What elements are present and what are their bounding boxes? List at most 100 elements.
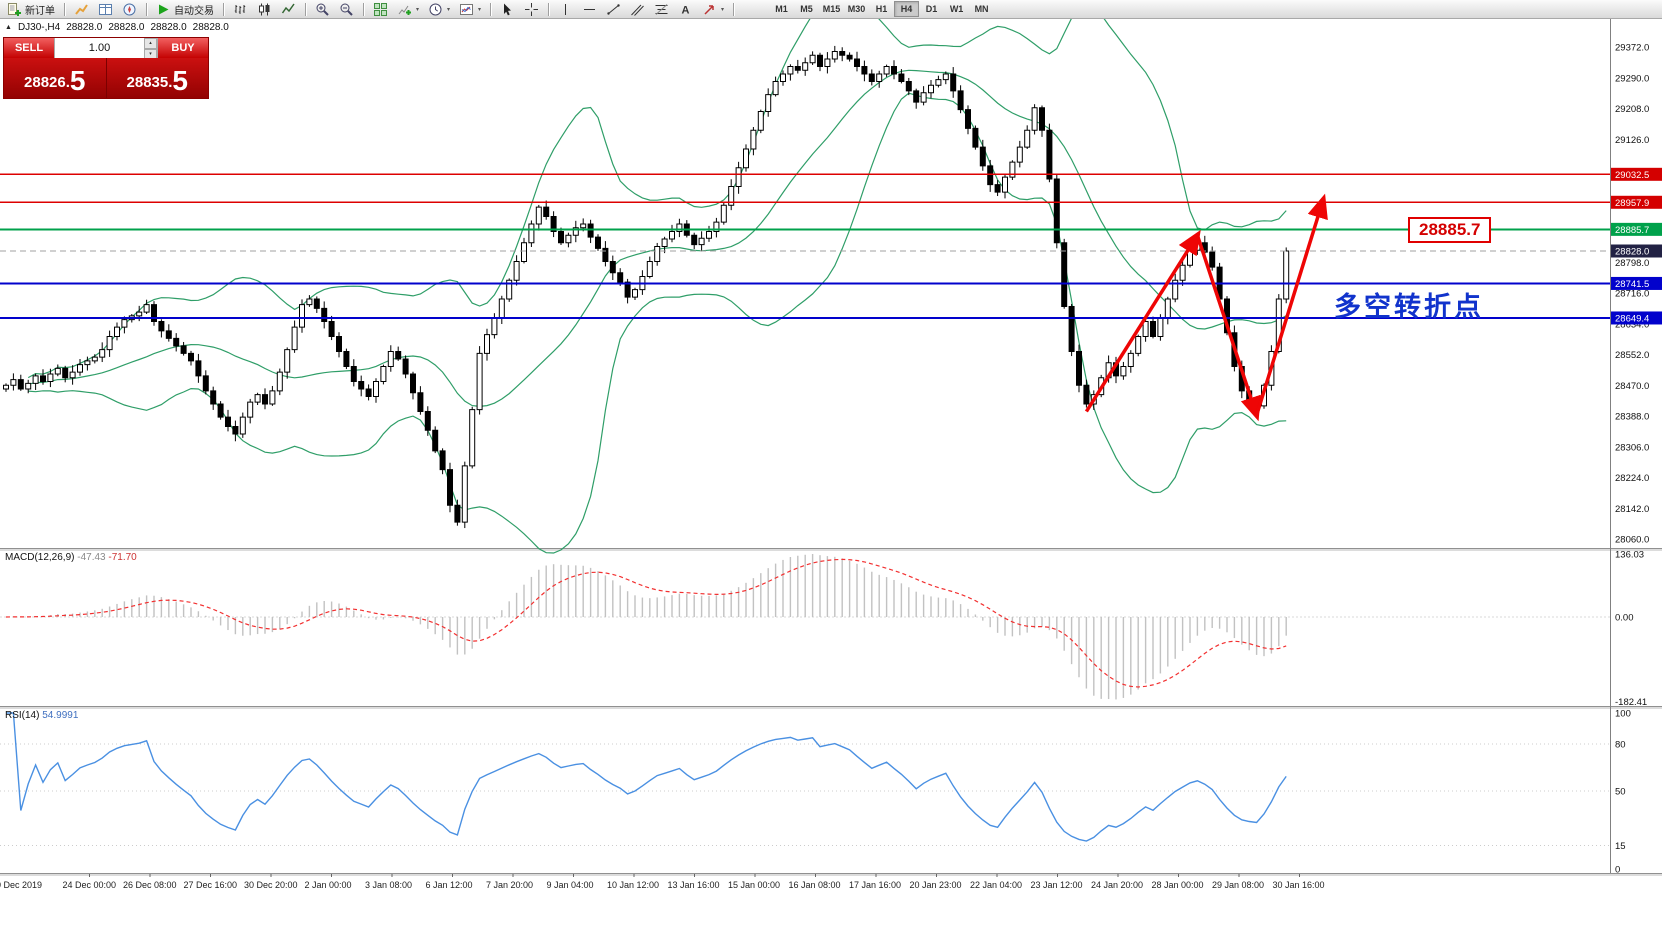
svg-text:0.00: 0.00 (1615, 613, 1634, 624)
svg-text:2 Jan 00:00: 2 Jan 00:00 (305, 880, 352, 890)
indicators-button[interactable]: ▾ (393, 1, 423, 18)
zoom-out-button[interactable] (335, 1, 358, 18)
market-watch-icon (74, 2, 89, 17)
svg-text:15 Jan 00:00: 15 Jan 00:00 (728, 880, 780, 890)
rsi-name: RSI(14) (5, 710, 40, 721)
timeframe-m1[interactable]: M1 (769, 1, 794, 17)
volume-value: 1.00 (88, 42, 111, 54)
svg-text:50: 50 (1615, 787, 1626, 798)
arrows-button[interactable]: ▾ (698, 1, 728, 18)
trendline-icon (606, 2, 621, 17)
timeframe-m15[interactable]: M15 (819, 1, 844, 17)
market-watch-button[interactable] (70, 1, 93, 18)
svg-text:28798.0: 28798.0 (1615, 258, 1649, 269)
cursor-button[interactable] (496, 1, 519, 18)
symbol-title: DJ30-,H4 (17, 22, 61, 33)
timeframe-m5[interactable]: M5 (794, 1, 819, 17)
svg-text:28634.0: 28634.0 (1615, 319, 1649, 330)
zoom-in-icon (315, 2, 330, 17)
svg-text:0: 0 (1615, 865, 1620, 876)
svg-text:28 Jan 00:00: 28 Jan 00:00 (1152, 880, 1204, 890)
buy-price-main: 28835. (126, 74, 173, 91)
channel-button[interactable] (626, 1, 649, 18)
new-order-button[interactable]: 新订单 (3, 1, 59, 18)
svg-text:15: 15 (1615, 841, 1626, 852)
svg-text:-182.41: -182.41 (1615, 697, 1647, 708)
arrows-icon (702, 2, 717, 17)
zoom-in-button[interactable] (311, 1, 334, 18)
svg-text:7 Jan 20:00: 7 Jan 20:00 (486, 880, 533, 890)
toolbar-separator (223, 2, 224, 16)
svg-text:80: 80 (1615, 740, 1626, 751)
buy-button[interactable]: BUY (158, 38, 208, 58)
chart-canvas[interactable]: 29372.0 29290.0 29208.0 29126.0 28798.0 28716… (0, 19, 1662, 945)
buy-price-big: 5 (172, 65, 188, 96)
tile-windows-button[interactable] (369, 1, 392, 18)
vertical-line-icon (558, 2, 573, 17)
timeframe-mn[interactable]: MN (969, 1, 994, 17)
svg-text:28885.7: 28885.7 (1615, 225, 1649, 236)
candlestick-chart-icon (257, 2, 272, 17)
svg-text:28470.0: 28470.0 (1615, 381, 1649, 392)
svg-text:26 Dec 08:00: 26 Dec 08:00 (123, 880, 177, 890)
svg-text:28552.0: 28552.0 (1615, 350, 1649, 361)
dropdown-arrow-icon: ▾ (447, 6, 451, 13)
main-toolbar: 新订单 自动交易 ▾ ▾ ▾ A ▾ M1 M5 M15 M30 H1 H4 D… (0, 0, 1662, 19)
svg-text:28957.9: 28957.9 (1615, 198, 1649, 209)
timeframe-h4[interactable]: H4 (894, 1, 920, 17)
rsi-indicator-label: RSI(14) 54.9991 (5, 710, 78, 721)
toolbar-separator (733, 2, 735, 16)
svg-text:13 Jan 16:00: 13 Jan 16:00 (668, 880, 720, 890)
navigator-button[interactable] (118, 1, 141, 18)
symbol-low: 28828.0 (150, 22, 187, 33)
horizontal-line-icon (582, 2, 597, 17)
svg-text:9 Jan 04:00: 9 Jan 04:00 (547, 880, 594, 890)
timeframe-w1[interactable]: W1 (944, 1, 969, 17)
volume-spinner: ▴ ▾ (144, 38, 157, 60)
text-button[interactable]: A (674, 1, 697, 18)
macd-signal-value: -71.70 (108, 552, 137, 563)
horizontal-line-button[interactable] (578, 1, 601, 18)
sell-price-main: 28826. (24, 74, 70, 91)
text-icon: A (678, 2, 693, 17)
macd-main-value: -47.43 (77, 552, 106, 563)
bar-chart-button[interactable] (229, 1, 252, 18)
candlestick-chart-button[interactable] (253, 1, 276, 18)
timeframe-d1[interactable]: D1 (919, 1, 944, 17)
trendline-button[interactable] (602, 1, 625, 18)
sell-price[interactable]: 28826. 5 (4, 58, 107, 98)
collapse-arrow-icon[interactable]: ▲ (5, 24, 12, 31)
buy-price[interactable]: 28835. 5 (106, 58, 208, 98)
sell-button[interactable]: SELL (4, 38, 54, 58)
auto-trading-button[interactable]: 自动交易 (152, 1, 218, 18)
new-order-label: 新订单 (25, 5, 55, 17)
toolbar-separator (363, 2, 364, 16)
templates-button[interactable]: ▾ (455, 1, 485, 18)
timeframe-h1[interactable]: H1 (869, 1, 894, 17)
turning-point-annotation[interactable]: 多空转折点 (1334, 292, 1484, 322)
crosshair-button[interactable] (520, 1, 543, 18)
toolbar-separator (64, 2, 65, 16)
macd-indicator-label: MACD(12,26,9) -47.43 -71.70 (5, 552, 137, 563)
toolbar-separator (490, 2, 492, 16)
svg-text:28716.0: 28716.0 (1615, 289, 1649, 300)
fibonacci-button[interactable] (650, 1, 673, 18)
line-chart-button[interactable] (277, 1, 300, 18)
timeframe-m30[interactable]: M30 (844, 1, 869, 17)
svg-text:6 Jan 12:00: 6 Jan 12:00 (426, 880, 473, 890)
volume-up-icon[interactable]: ▴ (144, 38, 157, 49)
symbol-open: 28828.0 (66, 22, 103, 33)
svg-text:A: A (682, 4, 690, 16)
rsi-value: 54.9991 (42, 710, 79, 721)
svg-text:136.03: 136.03 (1615, 550, 1644, 561)
periods-button[interactable]: ▾ (424, 1, 454, 18)
cursor-icon (500, 2, 515, 17)
vertical-line-button[interactable] (554, 1, 577, 18)
price-label-annotation[interactable]: 28885.7 (1408, 217, 1492, 243)
toolbar-separator (548, 2, 550, 16)
volume-field[interactable]: 1.00 ▴ ▾ (54, 38, 158, 60)
svg-text:22 Jan 04:00: 22 Jan 04:00 (970, 880, 1022, 890)
data-window-button[interactable] (94, 1, 117, 18)
svg-text:10 Jan 12:00: 10 Jan 12:00 (607, 880, 659, 890)
zoom-out-icon (339, 2, 354, 17)
